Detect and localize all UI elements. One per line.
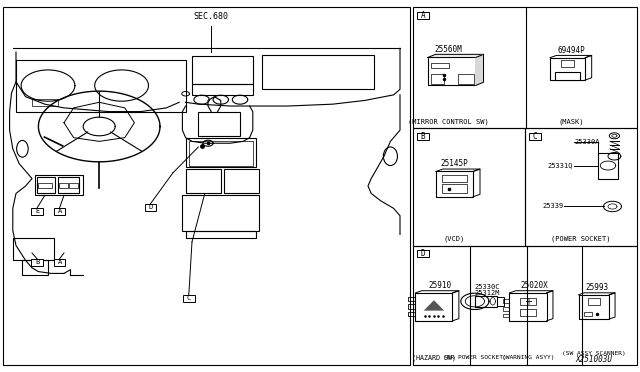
Bar <box>413 128 525 246</box>
Bar <box>38 183 52 188</box>
Text: (POWER SOCKET): (POWER SOCKET) <box>551 235 610 242</box>
Text: (VCD): (VCD) <box>444 235 465 242</box>
Bar <box>556 72 580 80</box>
Bar <box>475 296 497 307</box>
Bar <box>503 307 509 311</box>
Bar <box>192 84 253 95</box>
Text: A: A <box>58 208 61 214</box>
Text: 25312M: 25312M <box>475 290 500 296</box>
Text: A: A <box>58 259 61 265</box>
Bar <box>436 171 473 197</box>
Bar <box>442 175 467 182</box>
Text: 25910: 25910 <box>429 281 452 290</box>
Bar <box>37 177 55 193</box>
Bar <box>31 208 43 215</box>
Text: D: D <box>148 204 152 210</box>
Bar <box>497 297 504 306</box>
Bar <box>262 55 374 89</box>
Bar <box>54 259 65 266</box>
Bar <box>442 184 467 193</box>
Bar <box>32 99 58 106</box>
Bar <box>417 250 429 257</box>
Text: SEC.680: SEC.680 <box>194 12 228 21</box>
Bar <box>189 141 253 166</box>
Bar <box>584 312 592 316</box>
Text: 25330C: 25330C <box>475 284 500 290</box>
Polygon shape <box>428 54 484 57</box>
Text: 69494P: 69494P <box>557 46 585 55</box>
Polygon shape <box>476 54 484 85</box>
Text: B: B <box>420 132 426 141</box>
Text: A: A <box>420 11 426 20</box>
Bar <box>186 169 221 193</box>
Bar <box>579 295 609 319</box>
Bar <box>182 195 259 231</box>
Text: (SW ASSY SCANNER): (SW ASSY SCANNER) <box>562 351 626 356</box>
Bar <box>458 74 474 83</box>
Bar <box>598 153 618 179</box>
Text: 25339: 25339 <box>543 203 564 209</box>
Bar <box>408 297 415 301</box>
Text: 25145P: 25145P <box>440 159 468 168</box>
Bar <box>13 238 54 260</box>
Bar <box>22 260 48 275</box>
Text: C: C <box>187 295 191 301</box>
Bar <box>58 177 79 193</box>
Bar <box>224 169 259 193</box>
Text: 25560M: 25560M <box>435 45 463 54</box>
Bar <box>428 57 476 85</box>
Bar <box>59 183 68 188</box>
Bar <box>520 309 536 316</box>
Bar <box>431 63 449 68</box>
Bar <box>413 7 637 128</box>
Bar <box>192 56 253 84</box>
Bar <box>525 128 637 246</box>
Bar <box>529 133 541 140</box>
Text: D: D <box>420 249 426 258</box>
Bar <box>183 295 195 302</box>
Bar <box>145 204 156 211</box>
Text: (RR POWER SOCKET): (RR POWER SOCKET) <box>443 355 507 360</box>
Bar <box>550 58 586 80</box>
Text: E: E <box>35 208 39 214</box>
Bar <box>186 231 256 238</box>
Bar <box>588 298 600 305</box>
Bar <box>3 7 410 365</box>
Bar <box>31 259 43 266</box>
Bar <box>16 60 186 112</box>
Bar <box>198 112 240 136</box>
Bar <box>561 60 574 67</box>
Bar <box>415 293 452 321</box>
Bar <box>503 314 509 317</box>
Bar <box>413 246 637 365</box>
Bar <box>431 74 444 83</box>
Bar <box>509 293 547 321</box>
Bar <box>35 175 83 195</box>
Bar <box>54 208 65 215</box>
Text: X251003U: X251003U <box>575 355 612 364</box>
Text: (WARNING ASYY): (WARNING ASYY) <box>502 355 554 360</box>
Bar <box>417 133 429 140</box>
Text: 25993: 25993 <box>586 283 609 292</box>
Bar <box>186 138 256 167</box>
Text: 25331Q: 25331Q <box>548 163 573 169</box>
Bar <box>520 298 536 305</box>
Polygon shape <box>424 300 444 311</box>
Bar <box>503 299 509 303</box>
Text: (MIRROR CONTROL SW): (MIRROR CONTROL SW) <box>408 118 489 125</box>
Bar <box>408 304 415 309</box>
Bar <box>69 183 78 188</box>
Text: (HAZARD SW): (HAZARD SW) <box>412 355 456 361</box>
Bar <box>417 12 429 19</box>
Text: +: + <box>524 297 532 307</box>
Text: 25330A: 25330A <box>575 139 600 145</box>
Text: C: C <box>532 132 538 141</box>
Text: 25020X: 25020X <box>520 281 548 290</box>
Text: B: B <box>35 259 39 265</box>
Bar <box>408 312 415 316</box>
Text: (MASK): (MASK) <box>558 118 584 125</box>
